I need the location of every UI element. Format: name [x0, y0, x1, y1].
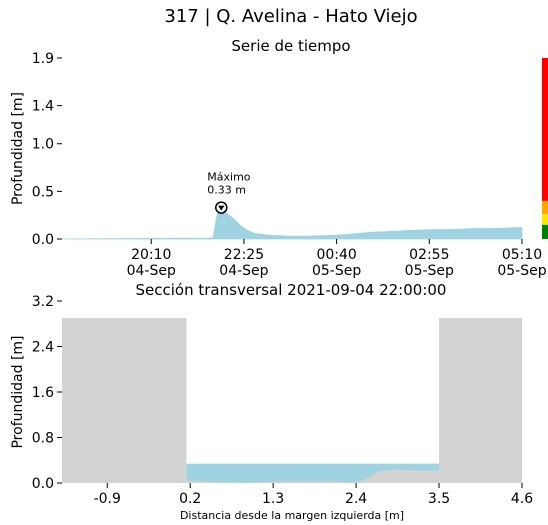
max-annotation-label-0: Máximo: [207, 171, 251, 184]
left-bank: [62, 318, 187, 483]
ts-xtick-date-0: 04-Sep: [127, 263, 176, 279]
ts-ytick-label-1: 0.5: [32, 184, 54, 200]
time-series-plot: 0.00.51.01.41.920:1004-Sep22:2504-Sep00:…: [10, 51, 548, 279]
ts-xtick-date-3: 05-Sep: [405, 263, 454, 279]
right-bank: [439, 318, 522, 483]
time-series-title: Serie de tiempo: [231, 37, 351, 55]
ts-xtick-label-4: 05:10: [502, 247, 542, 263]
cs-xtick-label-4: 3.5: [428, 491, 450, 507]
ts-xtick-label-2: 00:40: [316, 247, 356, 263]
cs-y-axis-label: Profundidad [m]: [10, 335, 26, 448]
figure-title: 317 | Q. Avelina - Hato Viejo: [164, 6, 418, 27]
cs-xtick-label-0: -0.9: [94, 491, 121, 507]
ts-xtick-label-0: 20:10: [131, 247, 171, 263]
cross-section-plot: 0.0 0.8 1.6 2.4 3.2 -0.9 0.2 1.3 2.4 3.5 4.6 Profun…: [10, 294, 533, 522]
ts-ytick-label-0: 0.0: [32, 232, 54, 248]
max-marker-triangle-0: [218, 205, 225, 211]
ts-xtick-date-2: 05-Sep: [312, 263, 361, 279]
cross-section-title: Sección transversal 2021-09-04 22:00:00: [135, 281, 447, 299]
cs-ytick-label-3: 2.4: [32, 340, 54, 356]
cs-xtick-label-5: 4.6: [511, 491, 533, 507]
ts-ytick-label-2: 1.0: [32, 137, 54, 153]
ts-xtick-label-1: 22:25: [224, 247, 264, 263]
cs-ytick-label-2: 1.6: [32, 385, 54, 401]
cs-ytick-label-4: 3.2: [32, 294, 54, 310]
ts-xtick-date-4: 05-Sep: [497, 263, 546, 279]
threshold-segment-2: [542, 200, 548, 215]
cs-ytick-label-0: 0.0: [32, 476, 54, 492]
cs-xtick-label-3: 2.4: [345, 491, 367, 507]
cs-x-axis-label: Distancia desde la margen izquierda [m]: [180, 509, 404, 522]
threshold-segment-3: [542, 58, 548, 201]
ts-ytick-label-3: 1.4: [32, 99, 54, 115]
cs-xtick-label-1: 0.2: [179, 491, 201, 507]
cs-xtick-label-2: 1.3: [262, 491, 284, 507]
threshold-segment-1: [542, 214, 548, 225]
ts-y-axis-label: Profundidad [m]: [10, 92, 26, 205]
ts-xtick-label-3: 02:55: [409, 247, 449, 263]
threshold-segment-0: [542, 224, 548, 239]
channel-bed: [186, 469, 440, 483]
depth-area-series-0: [61, 207, 523, 240]
ts-xtick-date-1: 04-Sep: [219, 263, 268, 279]
cs-ytick-label-1: 0.8: [32, 431, 54, 447]
ts-ytick-label-4: 1.9: [32, 51, 54, 67]
max-annotation-value-0: 0.33 m: [207, 184, 246, 197]
